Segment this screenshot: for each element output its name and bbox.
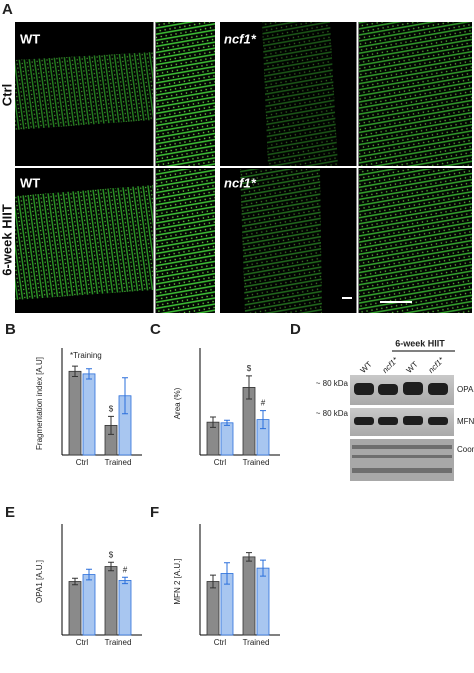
zoom-image xyxy=(156,22,215,166)
panel-label: C xyxy=(150,321,161,338)
error-bar xyxy=(72,365,78,377)
row-label: 6-week HIIT xyxy=(0,204,14,276)
x-tick-label: Trained xyxy=(243,638,270,647)
error-bar xyxy=(260,559,266,577)
error-bar xyxy=(224,562,230,585)
fiber xyxy=(262,22,338,166)
bar xyxy=(68,370,82,456)
error-bar xyxy=(108,561,114,572)
bar xyxy=(82,574,96,636)
error-bar xyxy=(122,377,128,415)
significance-marker: # xyxy=(261,399,266,408)
panel-d: D 6-week HIIT WT ncf1* WT ncf1* ~ 80 kDa… xyxy=(290,321,474,481)
panel-label: D xyxy=(290,321,301,338)
bar xyxy=(256,567,270,636)
bar xyxy=(68,581,82,636)
panel-a: A WT ncf1* WT ncf1* Ctrl 6-week HIIT xyxy=(0,1,472,313)
error-bar xyxy=(108,415,114,435)
bar-chart: B Fragmentation index [A.U] *Training Ctrl T… xyxy=(5,321,142,467)
zoom-image xyxy=(359,169,472,313)
x-tick-label: Ctrl xyxy=(214,638,227,647)
bar xyxy=(242,556,256,636)
error-bar xyxy=(210,416,216,428)
fiber xyxy=(15,185,153,300)
panel-label: F xyxy=(150,504,159,521)
error-bar xyxy=(86,568,92,581)
error-bar xyxy=(122,576,128,585)
blot-label: OPA1 xyxy=(457,385,474,394)
y-axis-label: Area (%) xyxy=(173,387,182,419)
fiber xyxy=(15,52,153,130)
bar-chart: E OPA1 [A.U.] Ctrl Trained $ # xyxy=(5,504,142,647)
significance-marker: $ xyxy=(247,364,252,373)
bar-chart: F MFN 2 [A.U.] Ctrl Trained xyxy=(150,504,280,647)
bands xyxy=(352,445,452,473)
error-bar xyxy=(72,577,78,586)
bar xyxy=(118,580,132,636)
error-bar xyxy=(246,552,252,562)
significance-marker: # xyxy=(123,565,128,574)
y-axis-label: MFN 2 [A.U.] xyxy=(173,558,182,604)
error-bar xyxy=(224,419,230,426)
x-tick-label: Trained xyxy=(105,638,132,647)
x-tick-label: Ctrl xyxy=(76,638,89,647)
marker-label: ~ 80 kDa xyxy=(316,379,349,388)
x-tick-label: Trained xyxy=(105,458,132,467)
error-bar xyxy=(210,574,216,589)
note: *Training xyxy=(70,351,102,360)
error-bar xyxy=(246,375,252,400)
bar xyxy=(82,373,96,456)
bar xyxy=(206,581,220,636)
image-label: ncf1* xyxy=(224,175,257,190)
bar xyxy=(220,422,234,456)
marker-label: ~ 80 kDa xyxy=(316,409,349,418)
bar xyxy=(104,566,118,636)
image-label: WT xyxy=(20,31,40,46)
fiber xyxy=(240,169,322,313)
lane-label: WT xyxy=(405,360,420,375)
lane-label: ncf1* xyxy=(427,355,447,375)
zoom-image xyxy=(359,22,472,166)
panel-label: E xyxy=(5,504,15,521)
panel-label: A xyxy=(2,1,13,18)
zoom-image xyxy=(156,169,215,313)
image-label: WT xyxy=(20,175,40,190)
significance-marker: $ xyxy=(109,550,114,559)
lane-label: WT xyxy=(359,360,374,375)
lane-label: ncf1* xyxy=(381,355,401,375)
significance-marker: $ xyxy=(109,404,114,413)
bands xyxy=(354,382,448,425)
row-label: Ctrl xyxy=(0,84,14,106)
error-bar xyxy=(260,410,266,430)
y-axis-label: Fragmentation index [A.U] xyxy=(35,357,44,450)
panel-label: B xyxy=(5,321,16,338)
x-tick-label: Ctrl xyxy=(76,458,89,467)
group-label: 6-week HIIT xyxy=(395,338,445,348)
x-tick-label: Ctrl xyxy=(214,458,227,467)
x-tick-label: Trained xyxy=(243,458,270,467)
blot-label: Coomassie xyxy=(457,445,474,454)
y-axis-label: OPA1 [A.U.] xyxy=(35,560,44,603)
image-label: ncf1* xyxy=(224,31,257,46)
error-bar xyxy=(86,368,92,380)
bar-chart: C Area (%) Ctrl Trained $ # xyxy=(150,321,280,467)
